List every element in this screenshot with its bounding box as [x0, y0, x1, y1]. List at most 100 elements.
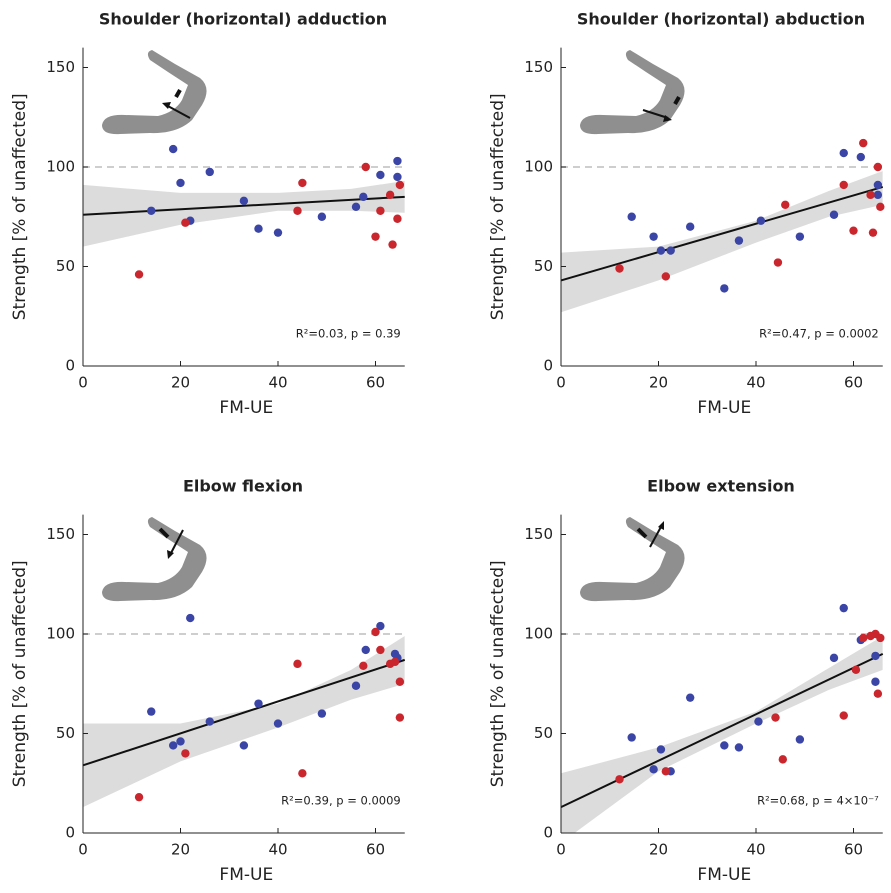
x-tick-label: 40	[746, 374, 765, 392]
data-point	[205, 167, 214, 177]
data-point	[395, 180, 405, 190]
confidence-band	[83, 635, 405, 808]
data-point	[839, 603, 848, 613]
data-point	[649, 765, 658, 774]
x-tick-label: 0	[556, 374, 566, 392]
data-point	[239, 196, 249, 206]
data-point	[371, 232, 380, 241]
data-point	[873, 190, 883, 200]
data-point	[351, 202, 361, 211]
x-axis-label: FM-UE	[219, 865, 273, 885]
data-point	[734, 743, 744, 752]
annotation: R²=0.03, p = 0.39	[296, 327, 401, 341]
x-tick-label: 20	[171, 374, 190, 392]
data-point	[859, 633, 868, 643]
x-tick-label: 20	[649, 374, 668, 392]
data-point	[351, 681, 361, 690]
data-point	[176, 737, 185, 746]
y-tick-label: 100	[46, 625, 75, 643]
data-point	[873, 689, 883, 698]
y-axis-label: Strength [% of unaffected]	[488, 93, 508, 320]
x-tick-label: 40	[268, 841, 287, 859]
chart-title: Elbow flexion	[183, 477, 303, 496]
data-point	[876, 202, 885, 211]
data-point	[615, 775, 624, 784]
data-point	[781, 200, 790, 210]
data-point	[298, 769, 307, 778]
data-point	[661, 767, 671, 776]
data-point	[661, 272, 671, 281]
y-tick-label: 0	[65, 357, 75, 375]
panel: 0 50 100 150 0 20 40 60 Shoulder (horizontal) ad…	[10, 10, 405, 418]
confidence-band	[83, 180, 405, 247]
data-point	[839, 180, 848, 190]
arm-icon	[580, 50, 685, 135]
data-point	[868, 228, 878, 237]
data-point	[795, 232, 805, 241]
data-point	[393, 156, 402, 166]
data-point	[385, 190, 395, 200]
data-point	[186, 613, 195, 623]
y-tick-label: 100	[46, 158, 75, 176]
data-point	[754, 717, 763, 726]
data-point	[359, 192, 368, 202]
data-point	[771, 713, 780, 722]
data-point	[371, 627, 380, 637]
chart-title: Shoulder (horizontal) abduction	[577, 10, 865, 29]
arm-icon	[102, 517, 207, 602]
data-point	[376, 645, 385, 655]
y-tick-label: 0	[65, 824, 75, 842]
x-tick-label: 0	[78, 841, 88, 859]
data-point	[395, 713, 405, 722]
data-point	[388, 240, 397, 249]
data-point	[376, 170, 385, 180]
x-axis-label: FM-UE	[697, 398, 751, 418]
data-point	[851, 665, 861, 675]
y-tick-label: 150	[46, 525, 75, 543]
fit-line	[560, 652, 884, 809]
data-point	[390, 657, 400, 667]
data-point	[839, 711, 848, 720]
data-point	[871, 651, 880, 661]
data-point	[795, 735, 805, 744]
chart-title: Elbow extension	[647, 477, 795, 496]
data-point	[873, 180, 883, 190]
data-point	[649, 232, 658, 241]
data-point	[359, 661, 368, 671]
x-tick-label: 0	[556, 841, 566, 859]
x-tick-label: 0	[78, 374, 88, 392]
y-axis-label: Strength [% of unaffected]	[10, 93, 30, 320]
data-point	[871, 677, 880, 686]
y-tick-label: 100	[524, 158, 553, 176]
data-point	[656, 745, 666, 754]
data-point	[395, 677, 405, 686]
data-point	[720, 741, 729, 750]
fit-line	[82, 195, 405, 216]
data-point	[361, 162, 370, 172]
y-tick-label: 0	[543, 824, 553, 842]
y-tick-label: 50	[56, 257, 75, 275]
x-tick-label: 60	[844, 841, 863, 859]
data-point	[317, 212, 327, 221]
data-point	[393, 214, 402, 223]
data-point	[273, 228, 283, 237]
data-point	[134, 792, 144, 802]
x-tick-label: 60	[844, 374, 863, 392]
data-point	[627, 733, 636, 742]
data-point	[168, 741, 178, 750]
data-point	[685, 222, 695, 231]
data-point	[773, 258, 783, 267]
data-point	[627, 212, 636, 221]
data-point	[873, 162, 883, 172]
y-tick-label: 0	[543, 357, 553, 375]
data-point	[254, 699, 263, 708]
data-point	[168, 144, 178, 154]
data-point	[376, 621, 385, 631]
data-point	[239, 741, 249, 750]
data-point	[181, 218, 190, 227]
y-tick-label: 50	[56, 724, 75, 742]
confidence-band	[561, 635, 883, 833]
arm-icon	[102, 50, 207, 135]
data-point	[361, 645, 370, 655]
